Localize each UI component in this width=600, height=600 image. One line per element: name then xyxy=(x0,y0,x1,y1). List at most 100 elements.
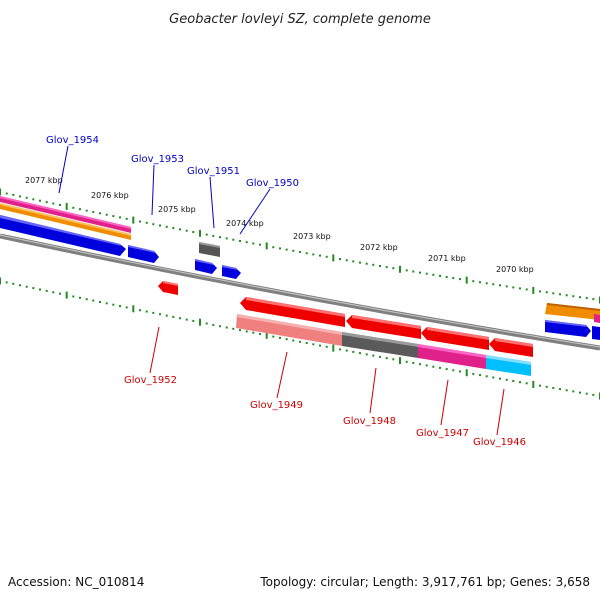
ruler-dot xyxy=(179,317,181,320)
tick-label: 2070 kbp xyxy=(496,265,534,274)
gene-feature-glov-1953[interactable] xyxy=(128,245,159,263)
ruler-major-tick xyxy=(65,202,68,210)
ruler-dot xyxy=(479,281,481,284)
ruler-dot xyxy=(139,220,141,223)
ruler-dot xyxy=(219,325,221,328)
ruler-dot xyxy=(219,236,221,239)
ruler-dot xyxy=(99,212,101,215)
label-leader-lines xyxy=(58,145,505,436)
ruler-dot xyxy=(272,335,275,338)
ruler-dot xyxy=(492,376,495,379)
gene-label-glov-1953[interactable]: Glov_1953 xyxy=(131,154,184,165)
ruler-dot xyxy=(385,266,388,269)
ruler-dot xyxy=(385,357,388,360)
gene-feature-blue-right-edge[interactable] xyxy=(592,314,600,340)
ruler-dot xyxy=(285,248,288,251)
ruler-dot xyxy=(59,292,61,295)
ruler-dot xyxy=(159,313,161,316)
ruler-dot xyxy=(572,390,575,393)
gene-feature-blue-right[interactable] xyxy=(545,320,591,337)
feature-bar-darkgray[interactable] xyxy=(342,332,418,358)
gene-feature-glov-1952[interactable] xyxy=(158,281,178,295)
ruler-dot xyxy=(279,336,281,339)
feature-bar-cyan[interactable] xyxy=(486,355,531,376)
ruler-dot xyxy=(112,303,115,306)
ruler-dot xyxy=(259,243,261,246)
ruler-dot xyxy=(592,298,595,301)
ruler-dot xyxy=(405,269,408,272)
gene-labels: Glov_1954 Glov_1953 Glov_1951 Glov_1950 … xyxy=(46,135,526,448)
ruler-dot xyxy=(192,231,195,233)
gene-feature-blue-long[interactable] xyxy=(0,215,126,256)
ruler-dot xyxy=(312,343,315,346)
ruler-dot xyxy=(299,251,301,253)
ruler-dot xyxy=(445,276,448,278)
ruler-dot xyxy=(359,261,361,264)
ruler-dot xyxy=(425,272,428,275)
gene-label-glov-1952[interactable]: Glov_1952 xyxy=(124,375,177,386)
tick-label: 2077 kbp xyxy=(25,176,63,185)
ruler-dot xyxy=(352,260,355,263)
ruler-dot xyxy=(99,301,101,303)
ruler-major-tick xyxy=(532,286,535,294)
ruler-major-tick xyxy=(199,318,201,326)
gene-feature-glov-1946[interactable] xyxy=(489,338,533,357)
ruler-dot xyxy=(32,198,35,201)
gene-feature-glov-1951[interactable] xyxy=(199,242,220,257)
ruler-dot xyxy=(379,265,381,267)
ruler-dot xyxy=(519,287,521,290)
ruler-major-tick xyxy=(0,188,1,196)
ruler-dot xyxy=(565,294,568,297)
feature-bar-salmon[interactable] xyxy=(236,314,342,346)
tick-label: 2075 kbp xyxy=(158,205,196,214)
ruler-dot xyxy=(52,291,55,294)
ruler-dot xyxy=(52,202,55,205)
ruler-dot xyxy=(239,240,241,242)
ruler-dot xyxy=(479,374,481,377)
gene-label-glov-1948[interactable]: Glov_1948 xyxy=(343,416,396,427)
gene-feature-glov-1950[interactable] xyxy=(222,265,241,279)
ruler-dot xyxy=(272,246,275,249)
gene-feature-glov-1948[interactable] xyxy=(346,315,421,339)
ruler-major-tick xyxy=(332,254,335,262)
ruler-dot xyxy=(559,293,561,296)
ruler-dot xyxy=(72,295,75,298)
ruler-dot xyxy=(279,247,281,250)
feature-bar-magenta-reverse[interactable] xyxy=(418,344,486,369)
gene-label-glov-1950[interactable]: Glov_1950 xyxy=(246,178,299,189)
ruler-dot xyxy=(292,249,295,252)
ruler-dot xyxy=(425,364,428,367)
gene-label-glov-1949[interactable]: Glov_1949 xyxy=(250,400,303,411)
ruler-dot xyxy=(25,285,28,288)
feature-bar-orange[interactable] xyxy=(0,203,131,240)
ruler-dot xyxy=(112,215,115,218)
ruler-dot xyxy=(19,284,21,287)
gene-label-glov-1951[interactable]: Glov_1951 xyxy=(187,166,240,177)
ruler-dot xyxy=(79,296,81,299)
ruler-dot xyxy=(19,195,21,198)
gene-label-glov-1947[interactable]: Glov_1947 xyxy=(416,428,469,439)
ruler-dot xyxy=(159,224,161,227)
gene-feature-glov-1947[interactable] xyxy=(421,327,489,350)
ruler-dot xyxy=(299,340,301,343)
feature-bar-orange-right[interactable] xyxy=(545,303,600,320)
ruler-major-tick xyxy=(265,242,268,250)
gene-label-glov-1954[interactable]: Glov_1954 xyxy=(46,135,99,146)
tick-labels: 2077 kbp 2076 kbp 2075 kbp 2074 kbp 2073… xyxy=(25,176,534,274)
feature-bar-magenta[interactable] xyxy=(0,196,131,233)
ruler-dot xyxy=(172,227,175,230)
ruler-major-tick xyxy=(132,305,135,313)
ruler-dot xyxy=(432,273,435,276)
gene-feature-glov-1949[interactable] xyxy=(240,297,345,327)
gene-feature-glov-1951b[interactable] xyxy=(195,259,217,274)
ruler-dot xyxy=(592,393,595,396)
inner-ruler xyxy=(0,277,600,400)
ruler-dot xyxy=(472,280,475,283)
ruler-dot xyxy=(339,348,341,351)
ruler-major-tick xyxy=(0,277,1,285)
gene-label-glov-1946[interactable]: Glov_1946 xyxy=(473,437,526,448)
genome-backbone xyxy=(0,233,600,351)
ruler-dot xyxy=(145,221,148,224)
ruler-dot xyxy=(125,306,128,309)
